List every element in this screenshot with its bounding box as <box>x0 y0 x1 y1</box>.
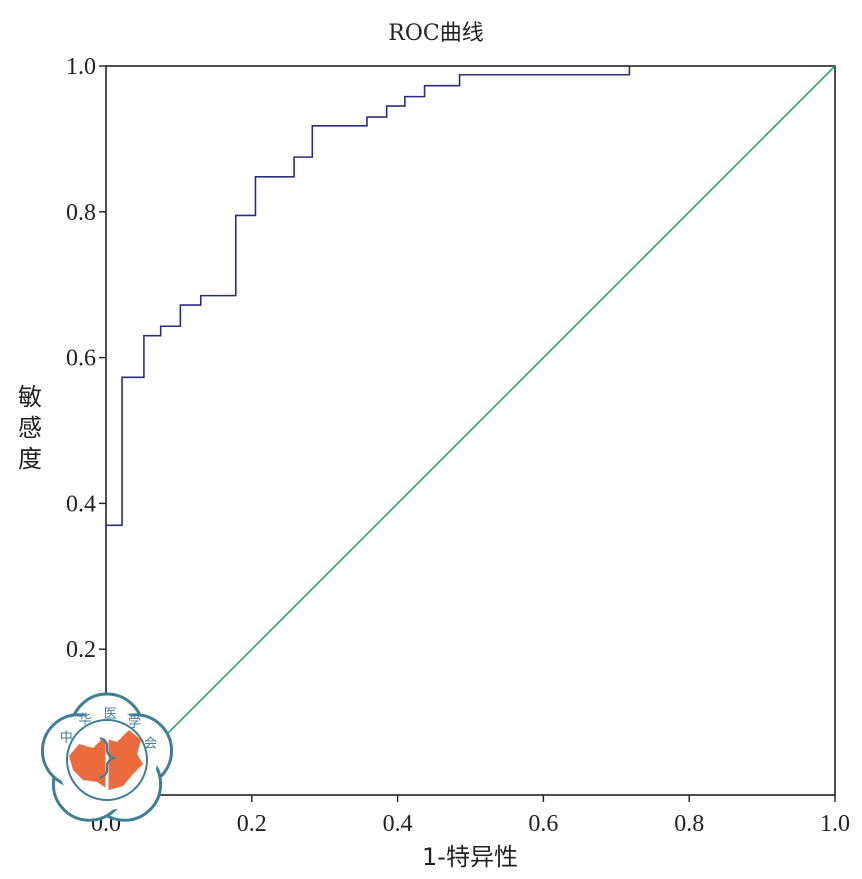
x-tick-label: 0.2 <box>237 811 267 837</box>
plot-frame <box>105 65 836 796</box>
series-lines <box>105 65 836 796</box>
axis-ticks: 0.00.20.40.60.81.00.00.20.40.60.81.0 <box>66 54 850 837</box>
y-tick-label: 0.8 <box>66 200 96 226</box>
y-axis-label: 敏感度 <box>18 383 42 473</box>
svg-text:医: 医 <box>104 707 117 722</box>
svg-text:学: 学 <box>128 715 141 731</box>
chinese-medical-association-logo: 中华 医学会 <box>40 692 174 822</box>
svg-text:会: 会 <box>144 736 157 751</box>
svg-text:华: 华 <box>78 713 91 728</box>
y-tick-label: 0.6 <box>66 346 96 372</box>
x-tick-label: 0.8 <box>674 811 704 837</box>
roc-curve-line <box>106 66 631 527</box>
y-tick-label: 1.0 <box>66 54 96 80</box>
svg-text:中: 中 <box>60 731 73 746</box>
chart-title: ROC曲线 <box>388 21 483 46</box>
x-axis-label: 1-特异性 <box>422 843 518 871</box>
x-tick-label: 0.4 <box>383 811 413 837</box>
y-tick-label: 0.4 <box>66 491 96 517</box>
x-tick-label: 1.0 <box>820 811 850 837</box>
reference-diagonal-line <box>105 65 836 796</box>
x-tick-label: 0.6 <box>528 811 558 837</box>
y-tick-label: 0.2 <box>66 637 96 663</box>
